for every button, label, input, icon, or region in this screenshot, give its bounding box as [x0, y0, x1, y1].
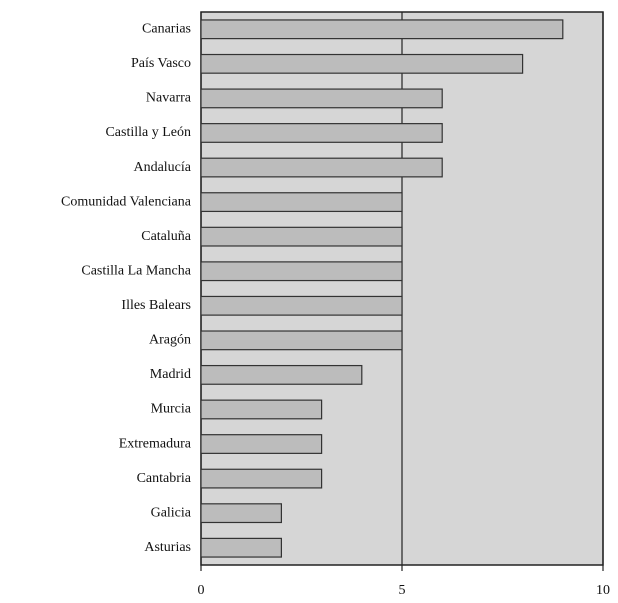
- y-tick-label: Castilla La Mancha: [81, 263, 191, 278]
- bar: [200, 157, 443, 178]
- x-tick-label: 10: [596, 583, 610, 598]
- bar: [200, 53, 524, 74]
- y-tick-label: Andalucía: [133, 160, 191, 175]
- y-tick-label: Asturias: [144, 540, 191, 555]
- bar: [200, 364, 363, 385]
- y-tick-label: Extremadura: [119, 436, 192, 451]
- x-tick-label: 0: [198, 583, 205, 598]
- bar: [200, 19, 564, 40]
- bar: [200, 295, 403, 316]
- y-tick-label: País Vasco: [131, 56, 191, 71]
- bar: [200, 88, 443, 109]
- bar: [200, 123, 443, 143]
- x-tick-label: 5: [399, 583, 406, 598]
- y-tick-label: Aragón: [149, 333, 191, 348]
- bar: [200, 503, 283, 524]
- y-tick-label: Castilla y León: [105, 125, 191, 140]
- bar: [200, 537, 283, 558]
- bar: [200, 192, 403, 213]
- y-tick-label: Murcia: [151, 402, 192, 417]
- bar: [200, 330, 403, 351]
- y-tick-label: Cantabria: [137, 471, 192, 486]
- bar: [200, 468, 323, 489]
- y-tick-label: Cataluña: [141, 229, 192, 244]
- y-tick-label: Comunidad Valenciana: [61, 194, 192, 209]
- bar: [200, 226, 403, 247]
- y-tick-label: Galicia: [151, 505, 192, 520]
- y-tick-label: Navarra: [146, 91, 192, 106]
- y-tick-label: Canarias: [142, 22, 191, 37]
- bar: [200, 434, 323, 454]
- y-tick-label: Madrid: [150, 367, 191, 382]
- bar: [200, 399, 323, 420]
- bar: [200, 261, 403, 282]
- y-tick-label: Illes Balears: [121, 298, 191, 313]
